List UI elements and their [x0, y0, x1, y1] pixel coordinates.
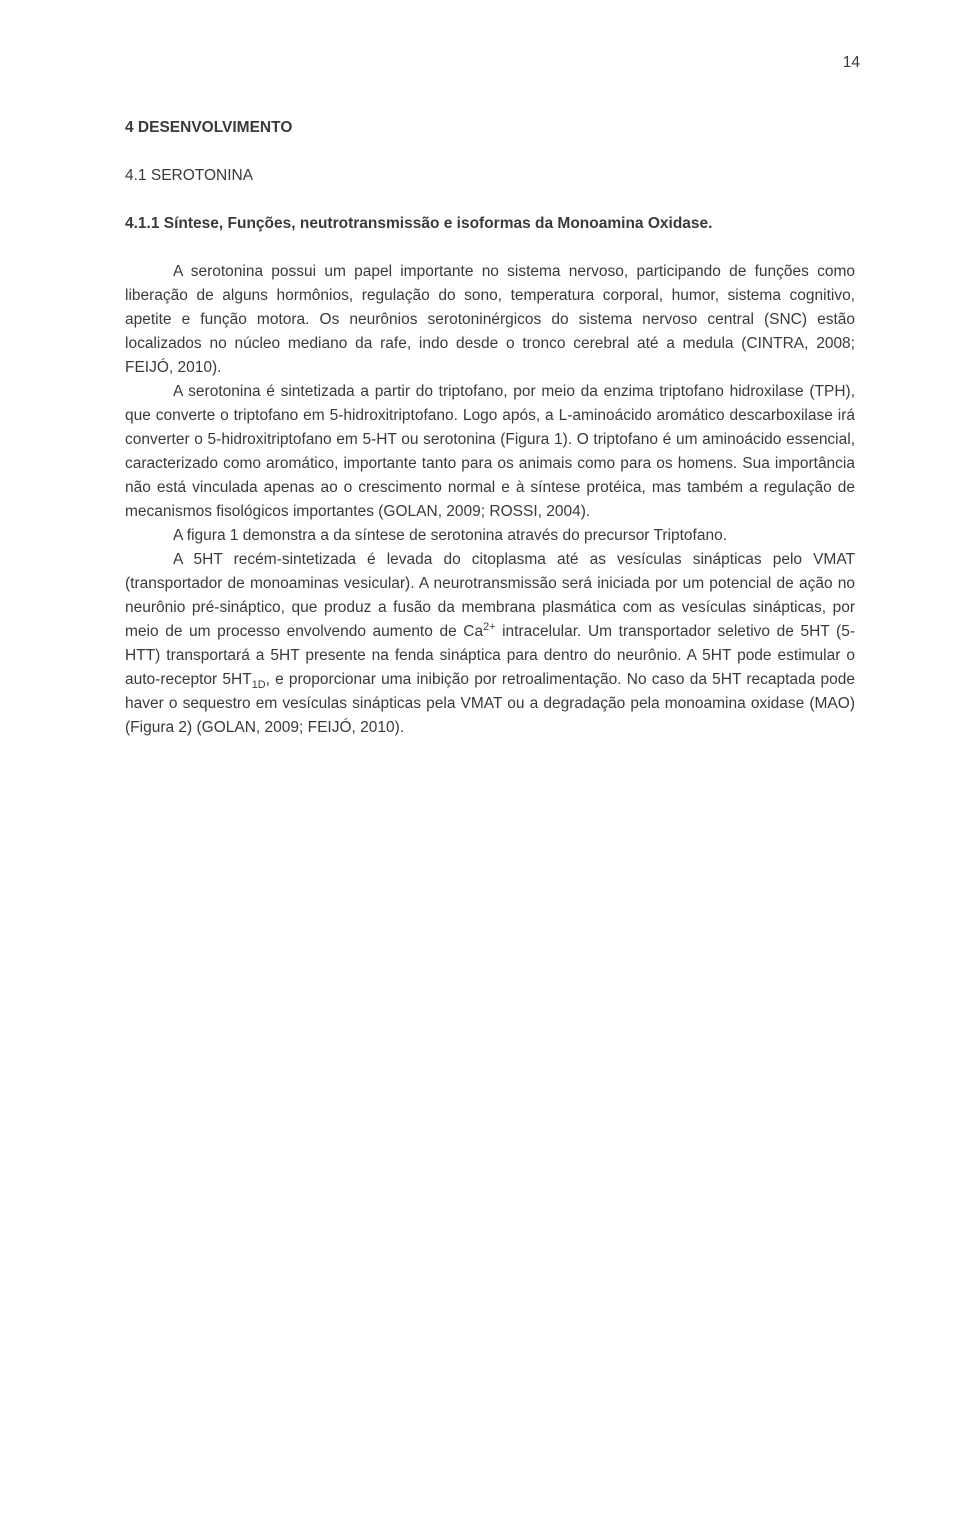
heading-level-3: 4.1.1 Síntese, Funções, neutrotransmissã… — [125, 212, 855, 236]
body-paragraph: A figura 1 demonstra a da síntese de ser… — [125, 524, 855, 548]
body-paragraph: A 5HT recém-sintetizada é levada do cito… — [125, 548, 855, 740]
page-number: 14 — [843, 54, 860, 72]
body-paragraph: A serotonina é sintetizada a partir do t… — [125, 380, 855, 524]
document-content: 4 DESENVOLVIMENTO 4.1 SEROTONINA 4.1.1 S… — [125, 116, 855, 740]
body-paragraph: A serotonina possui um papel importante … — [125, 260, 855, 380]
superscript: 2+ — [483, 621, 495, 633]
subscript: 1D — [252, 679, 266, 691]
heading-level-1: 4 DESENVOLVIMENTO — [125, 116, 855, 140]
heading-level-2: 4.1 SEROTONINA — [125, 164, 855, 188]
